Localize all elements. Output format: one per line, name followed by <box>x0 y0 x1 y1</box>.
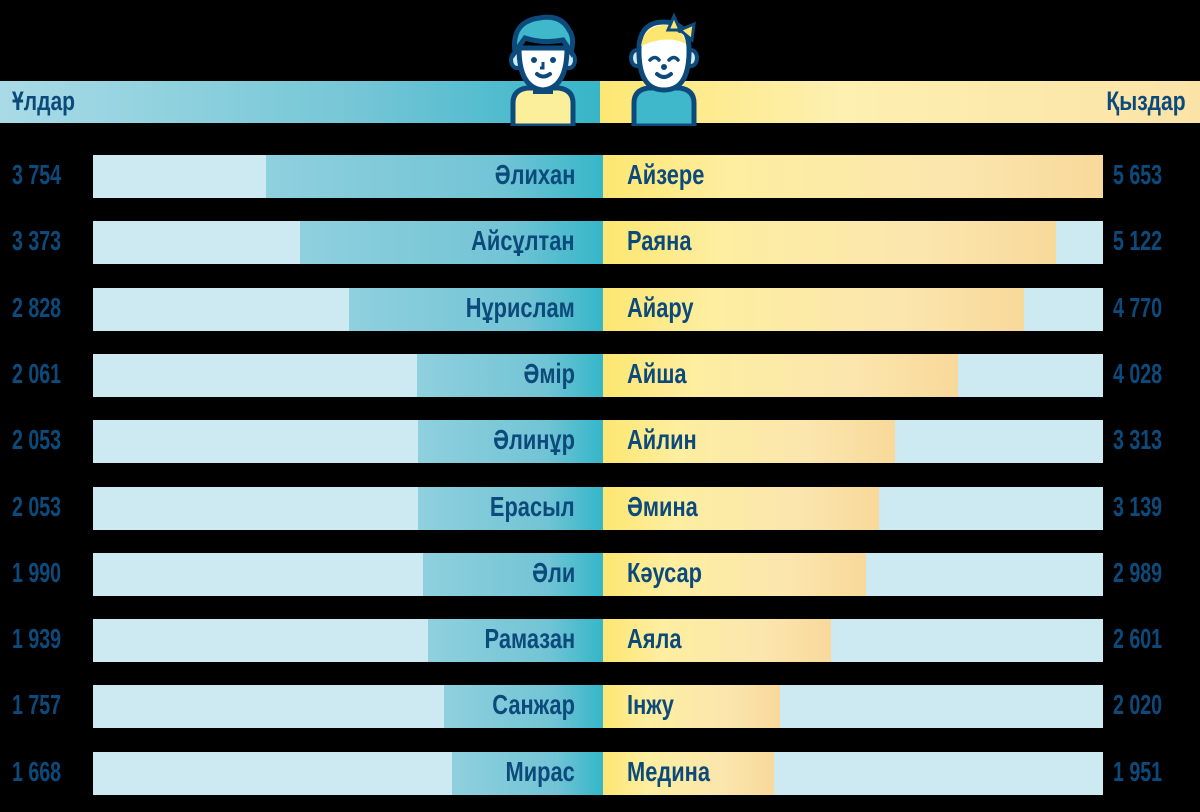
girl-count: 5 122 <box>1113 225 1163 257</box>
table-row: 3 754 Әлихан Айзере 5 653 <box>0 155 1200 199</box>
boy-name: Әмір <box>523 357 575 389</box>
girl-count: 3 313 <box>1113 424 1163 456</box>
girl-bar-track: Айзере <box>600 155 1103 198</box>
girl-bar <box>600 619 831 663</box>
boy-count: 3 754 <box>12 159 62 190</box>
boy-bar-track: Әлинұр <box>93 420 600 464</box>
girl-bar-track: Інжу <box>600 685 1103 729</box>
girl-name: Раяна <box>627 225 692 257</box>
girl-avatar-icon <box>629 12 699 126</box>
boy-avatar-icon <box>509 14 577 126</box>
boy-name: Айсұлтан <box>471 225 575 257</box>
table-row: 1 939 Рамазан Аяла 2 601 <box>0 619 1200 663</box>
girls-header-band <box>600 81 1200 123</box>
boy-count: 2 828 <box>12 291 62 323</box>
boys-header-band <box>0 81 600 123</box>
boy-bar-track: Ерасыл <box>93 486 600 530</box>
table-row: 2 061 Әмір Айша 4 028 <box>0 353 1200 398</box>
girl-bar-track: Медина <box>600 751 1103 795</box>
girl-bar-track: Кәусар <box>600 552 1103 596</box>
girl-bar <box>600 287 1024 331</box>
girls-header-label: Қыздар <box>1106 86 1186 116</box>
girl-bar <box>600 353 958 397</box>
girl-bar-track: Айару <box>600 287 1103 331</box>
girl-name: Кәусар <box>627 556 702 588</box>
table-row: 3 373 Айсұлтан Раяна 5 122 <box>0 221 1200 265</box>
boy-count: 1 668 <box>12 755 62 787</box>
girl-count: 2 601 <box>1113 623 1163 655</box>
girl-count: 3 139 <box>1113 490 1163 522</box>
boy-name: Рамазан <box>484 623 575 655</box>
boy-name: Әлихан <box>494 159 575 190</box>
boy-bar-track: Нұрислам <box>93 287 600 331</box>
boy-bar <box>423 552 600 596</box>
boy-name: Әлинұр <box>493 424 575 456</box>
girl-name: Айару <box>627 291 694 323</box>
girl-bar <box>600 155 1103 198</box>
boy-name: Әли <box>531 556 575 588</box>
girl-bar <box>600 552 866 596</box>
boy-name: Санжар <box>492 689 575 721</box>
table-row: 1 990 Әли Кәусар 2 989 <box>0 552 1200 597</box>
boy-bar <box>444 685 600 729</box>
boy-bar-track: Әли <box>93 552 600 596</box>
girl-count: 1 951 <box>1113 755 1163 787</box>
boy-count: 2 053 <box>12 490 62 522</box>
boy-bar <box>266 155 600 198</box>
girl-bar <box>600 685 780 729</box>
girl-name: Айлин <box>627 424 697 456</box>
table-row: 2 053 Ерасыл Әмина 3 139 <box>0 486 1200 531</box>
table-row: 1 757 Санжар Інжу 2 020 <box>0 685 1200 729</box>
girl-bar-track: Әмина <box>600 486 1103 530</box>
boy-bar <box>417 353 600 397</box>
girl-bar <box>600 420 895 464</box>
boy-name: Нұрислам <box>465 291 575 323</box>
girl-name: Аяла <box>627 623 682 655</box>
boy-bar <box>418 486 600 530</box>
boy-count: 1 990 <box>12 556 62 588</box>
boy-bar <box>349 287 600 331</box>
girl-name: Айша <box>627 357 687 389</box>
boy-count: 2 053 <box>12 424 62 456</box>
girl-bar <box>600 751 774 795</box>
boy-name: Ерасыл <box>490 490 575 522</box>
table-row: 2 828 Нұрислам Айару 4 770 <box>0 287 1200 332</box>
girl-bar-track: Аяла <box>600 619 1103 663</box>
girl-bar-track: Раяна <box>600 221 1103 265</box>
boy-count: 1 939 <box>12 623 62 655</box>
girl-bar <box>600 221 1056 265</box>
girl-count: 2 989 <box>1113 556 1163 588</box>
boy-bar <box>452 751 600 795</box>
girl-name: Әмина <box>627 490 698 522</box>
girl-bar-track: Айша <box>600 353 1103 397</box>
boy-bar-track: Мирас <box>93 751 600 795</box>
boy-bar <box>428 619 600 663</box>
boy-bar-track: Айсұлтан <box>93 221 600 265</box>
girl-count: 5 653 <box>1113 159 1163 190</box>
girl-bar-track: Айлин <box>600 420 1103 464</box>
boy-bar-track: Әмір <box>93 353 600 397</box>
boy-bar-track: Санжар <box>93 685 600 729</box>
girl-count: 2 020 <box>1113 689 1163 721</box>
girl-count: 4 770 <box>1113 291 1163 323</box>
table-row: 1 668 Мирас Медина 1 951 <box>0 751 1200 796</box>
boy-bar <box>300 221 600 265</box>
boys-header-label: Ұлдар <box>12 86 76 116</box>
girl-name: Медина <box>627 755 710 787</box>
boy-bar <box>418 420 600 464</box>
boy-count: 3 373 <box>12 225 62 257</box>
table-row: 2 053 Әлинұр Айлин 3 313 <box>0 420 1200 464</box>
boy-bar-track: Әлихан <box>93 155 600 198</box>
girl-bar <box>600 486 879 530</box>
boy-name: Мирас <box>505 755 575 787</box>
boy-count: 2 061 <box>12 357 62 389</box>
boy-count: 1 757 <box>12 689 62 721</box>
girl-count: 4 028 <box>1113 357 1163 389</box>
girl-name: Айзере <box>627 159 705 190</box>
boy-bar-track: Рамазан <box>93 619 600 663</box>
girl-name: Інжу <box>627 689 674 721</box>
